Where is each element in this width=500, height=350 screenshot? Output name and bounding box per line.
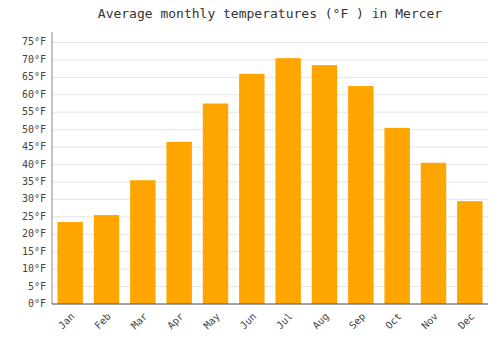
bar xyxy=(348,86,373,304)
y-tick-label: 25°F xyxy=(22,211,46,222)
y-tick-label: 75°F xyxy=(22,36,46,47)
x-ticks: Jan Feb Mar Apr May Jun Jul Aug Sep Oct Nov Dec xyxy=(56,311,476,332)
y-tick-label: 10°F xyxy=(22,263,46,274)
y-axis-line xyxy=(52,32,53,304)
y-tick-label: 65°F xyxy=(22,71,46,82)
x-tick-label: Aug xyxy=(310,311,331,332)
y-tick-label: 35°F xyxy=(22,176,46,187)
bars xyxy=(57,58,482,304)
x-tick-label: Jul xyxy=(274,311,295,332)
x-tick-label: May xyxy=(201,311,222,332)
y-tick-label: 5°F xyxy=(28,281,46,292)
bar xyxy=(384,128,409,304)
grid-line xyxy=(52,42,488,43)
grid-line xyxy=(52,129,488,130)
grid-line xyxy=(52,59,488,60)
bar xyxy=(239,74,264,304)
grid-line xyxy=(52,147,488,148)
title: Average monthly temperatures (°F ) in Me… xyxy=(98,6,443,21)
x-tick-label: Sep xyxy=(347,311,368,332)
grid-line xyxy=(52,94,488,95)
x-axis-line xyxy=(52,304,488,305)
y-tick-label: 30°F xyxy=(22,193,46,204)
y-tick-label: 40°F xyxy=(22,159,46,170)
bar xyxy=(275,58,300,304)
grid xyxy=(52,42,488,304)
chart: Average monthly temperatures (°F ) in Me… xyxy=(0,0,500,350)
bar xyxy=(57,222,82,304)
x-tick-label: Apr xyxy=(165,311,186,332)
bar xyxy=(457,201,482,304)
grid-line xyxy=(52,304,488,305)
x-tick-label: Nov xyxy=(419,311,440,332)
x-tick-label: Jun xyxy=(238,311,259,332)
x-tick-label: Oct xyxy=(383,311,404,332)
grid-line xyxy=(52,77,488,78)
bar xyxy=(166,142,191,304)
bar xyxy=(312,65,337,304)
bar xyxy=(203,103,228,304)
bar xyxy=(421,163,446,304)
bar xyxy=(94,215,119,304)
grid-line xyxy=(52,112,488,113)
x-tick-label: Jan xyxy=(56,311,77,332)
y-tick-label: 60°F xyxy=(22,89,46,100)
x-tick-label: Dec xyxy=(456,311,477,332)
y-tick-label: 20°F xyxy=(22,228,46,239)
y-ticks: 0°F 5°F 10°F 15°F 20°F 25°F 30°F 35°F 40°F 45°F 50… xyxy=(22,36,46,309)
y-tick-label: 70°F xyxy=(22,54,46,65)
y-tick-label: 45°F xyxy=(22,141,46,152)
bar xyxy=(130,180,155,304)
y-tick-label: 0°F xyxy=(28,298,46,309)
y-tick-label: 50°F xyxy=(22,124,46,135)
y-tick-label: 55°F xyxy=(22,106,46,117)
x-tick-label: Mar xyxy=(129,311,150,332)
x-tick-label: Feb xyxy=(92,311,113,332)
y-tick-label: 15°F xyxy=(22,246,46,257)
